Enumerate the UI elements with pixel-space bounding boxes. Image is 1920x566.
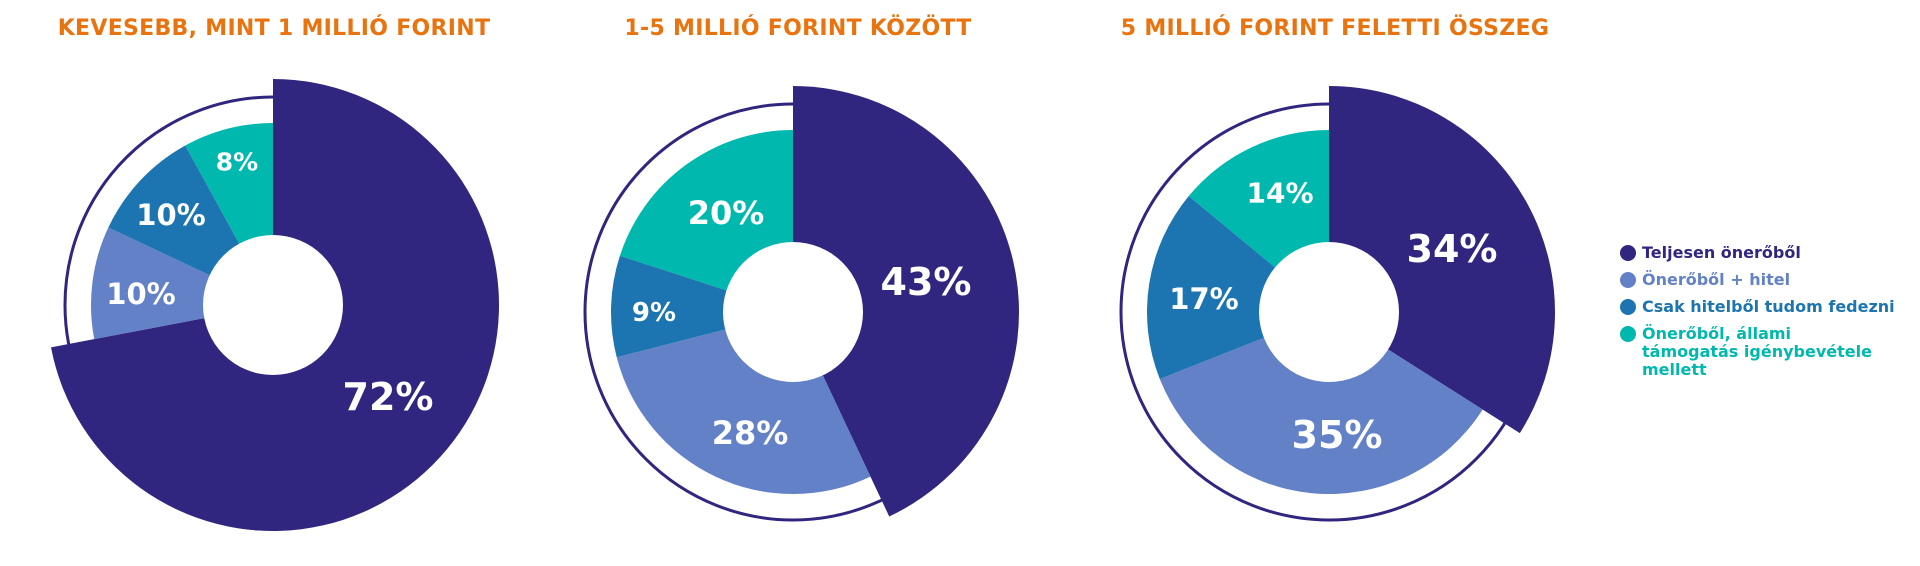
data-label: 17%: [1169, 282, 1238, 316]
donut-hole: [203, 235, 343, 375]
legend-item-0: Teljesen önerőből: [1620, 244, 1895, 262]
legend-item-1: Önerőből + hitel: [1620, 271, 1895, 289]
legend: Teljesen önerőből Önerőből + hitel Csak …: [1620, 244, 1895, 388]
donut-hole: [1259, 242, 1399, 382]
data-label: 10%: [106, 277, 175, 311]
chart-title-3: 5 MILLIÓ FORINT FELETTI ÖSSZEG: [1120, 16, 1550, 41]
data-label: 10%: [136, 198, 205, 232]
data-label: 8%: [216, 148, 258, 177]
chart-title-2: 1-5 MILLIÓ FORINT KÖZÖTT: [624, 16, 972, 41]
pie-slice: [793, 86, 1019, 517]
legend-item-3: Önerőből, állami támogatás igénybevétele…: [1620, 325, 1895, 379]
chart-title-1: KEVESEBB, MINT 1 MILLIÓ FORINT: [57, 16, 491, 41]
legend-dot-icon: [1620, 299, 1636, 315]
data-label: 34%: [1407, 227, 1498, 271]
data-label: 43%: [881, 260, 972, 304]
legend-label: Önerőből + hitel: [1642, 270, 1791, 289]
pie-slice: [611, 255, 793, 358]
pie-slice: [1159, 312, 1483, 495]
legend-dot-icon: [1620, 272, 1636, 288]
donut-chart-1: 72% 10% 10% 8%: [51, 79, 499, 531]
donut-chart-3: 34% 35% 17% 14%: [1119, 86, 1555, 522]
donut-hole: [723, 242, 863, 382]
data-label: 14%: [1246, 177, 1313, 210]
data-label: 28%: [712, 414, 789, 452]
legend-label: Önerőből, állami támogatás igénybevétele…: [1642, 324, 1872, 379]
data-label: 35%: [1292, 413, 1383, 457]
legend-label: Csak hitelből tudom fedezni: [1642, 297, 1895, 316]
legend-item-2: Csak hitelből tudom fedezni: [1620, 298, 1895, 316]
donut-chart-2: 43% 28% 9% 20%: [583, 86, 1019, 522]
legend-dot-icon: [1620, 245, 1636, 261]
legend-dot-icon: [1620, 326, 1636, 342]
data-label: 20%: [688, 194, 765, 232]
legend-label: Teljesen önerőből: [1642, 243, 1801, 262]
data-label: 9%: [632, 298, 676, 328]
data-label: 72%: [343, 375, 434, 419]
pie-slice: [1147, 195, 1329, 379]
